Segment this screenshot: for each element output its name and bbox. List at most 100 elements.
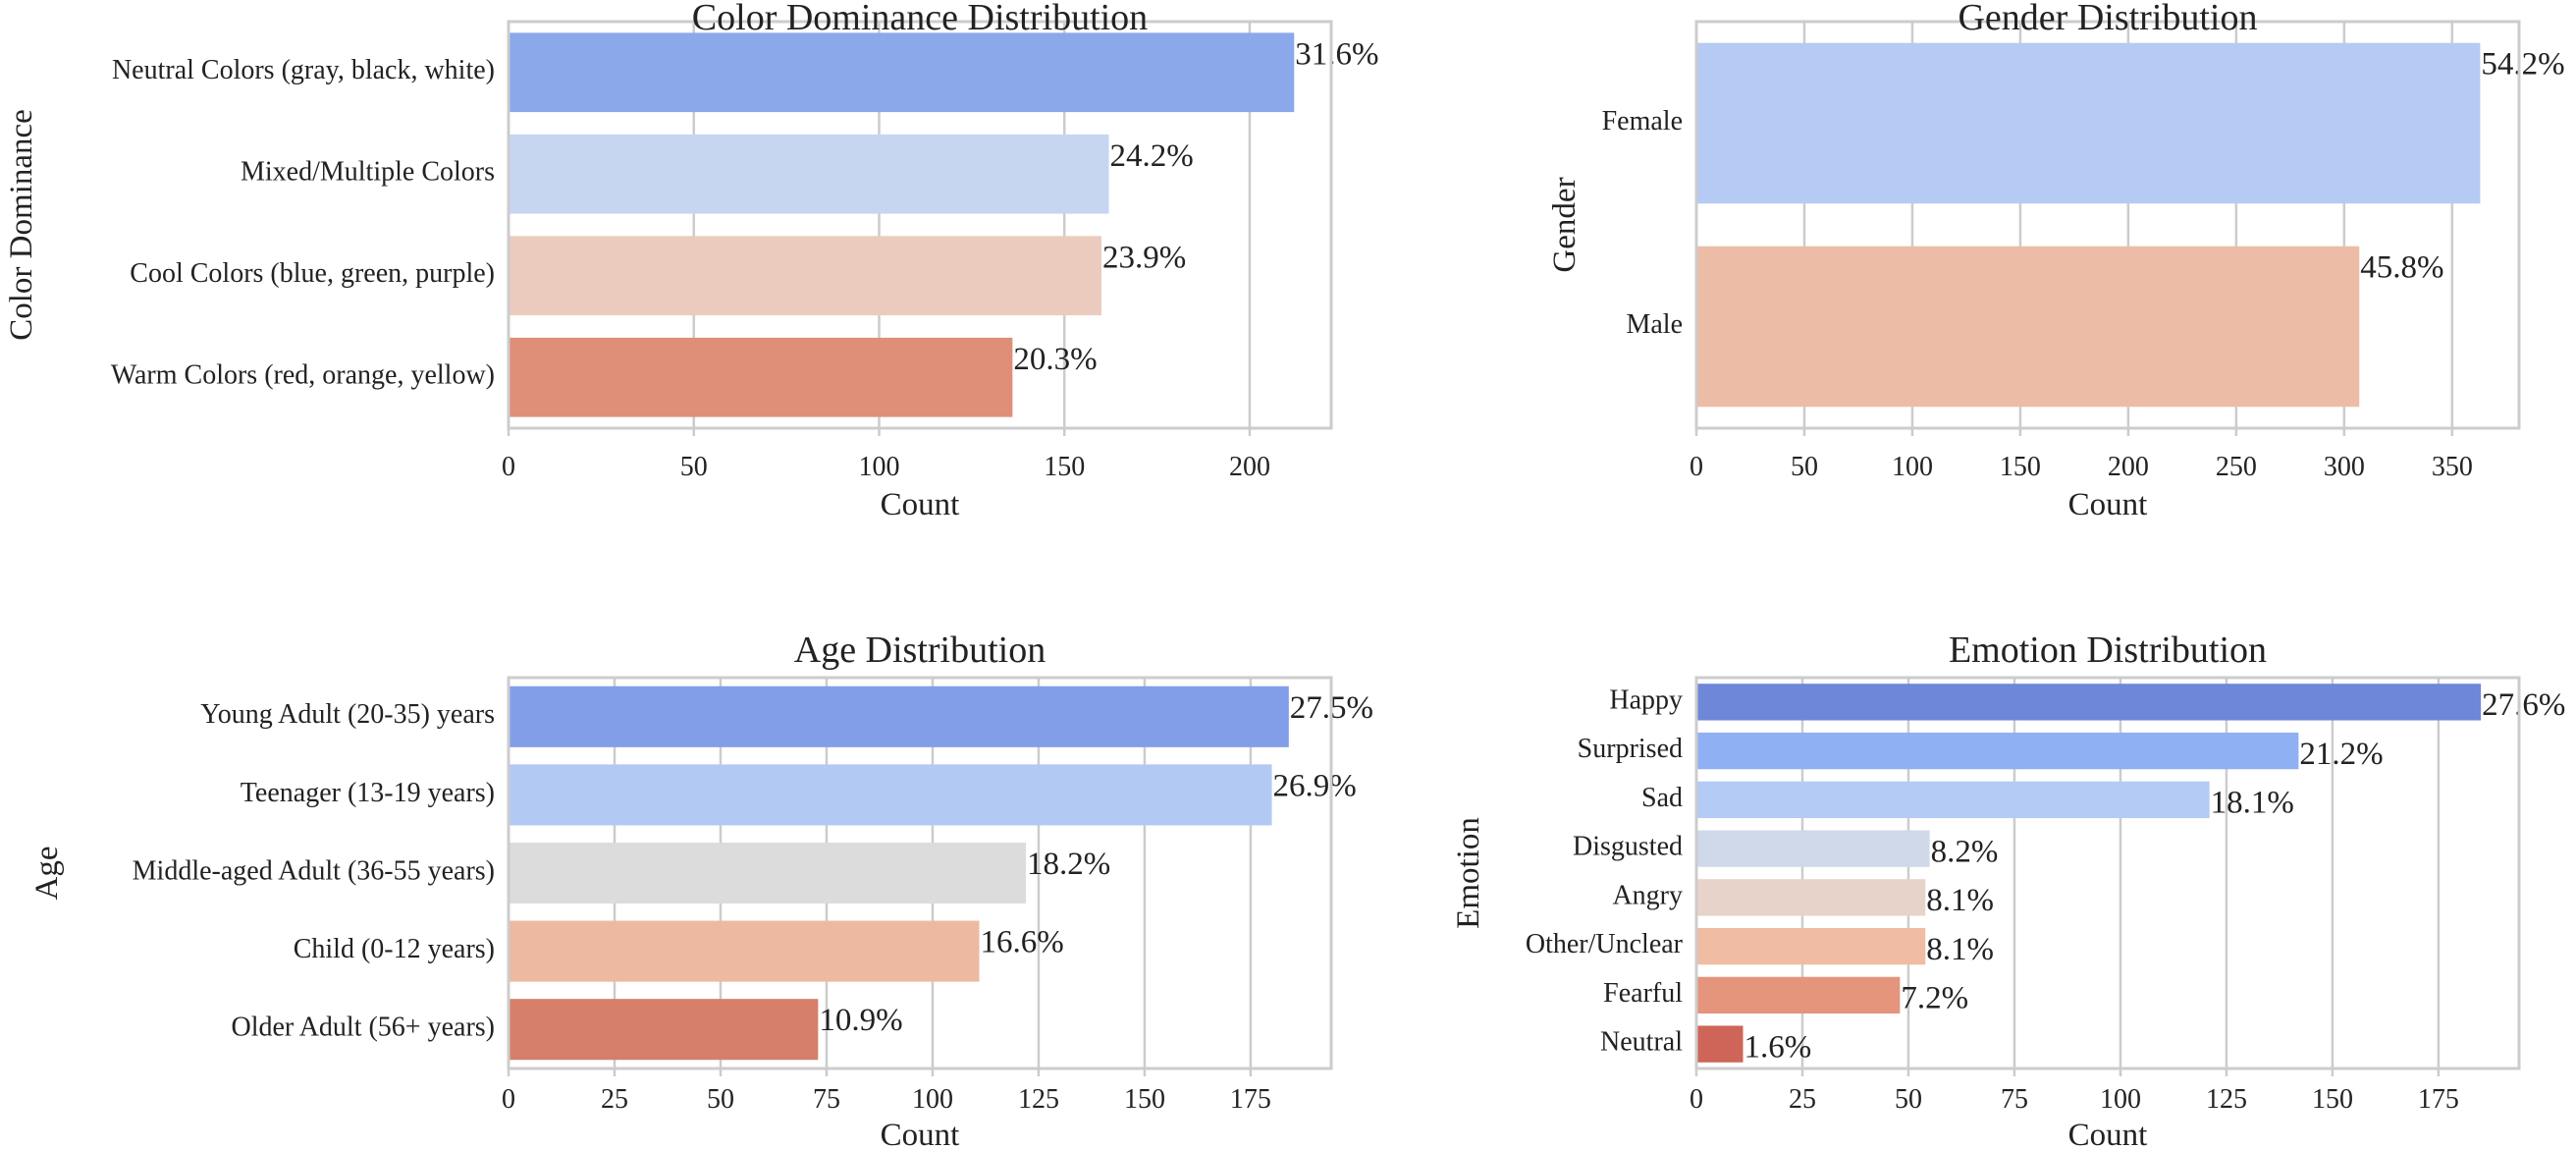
tick-label: 0 <box>502 1084 515 1115</box>
category-label: Sad <box>1641 783 1683 813</box>
x-axis-label: Count <box>881 1118 960 1150</box>
x-axis-label: Count <box>881 487 960 522</box>
data-label: 21.2% <box>2299 737 2383 772</box>
data-label: 7.2% <box>1901 981 1968 1016</box>
data-label: 8.1% <box>1926 883 1994 918</box>
tick-label: 100 <box>912 1084 953 1115</box>
tick-label: 150 <box>2000 452 2041 482</box>
chart-title: Color Dominance Distribution <box>692 0 1148 38</box>
tick-label: 350 <box>2432 452 2473 482</box>
tick-label: 200 <box>1229 452 1270 482</box>
tick-label: 50 <box>707 1084 734 1115</box>
category-label: Happy <box>1609 685 1683 715</box>
tick-label: 50 <box>680 452 708 482</box>
data-label: 23.9% <box>1102 240 1186 275</box>
tick-label: 175 <box>1230 1084 1271 1115</box>
data-label: 27.6% <box>2482 687 2565 723</box>
x-axis-label: Count <box>2068 1118 2148 1150</box>
tick-label: 200 <box>2108 452 2149 482</box>
data-label: 45.8% <box>2360 250 2443 286</box>
category-label: Young Adult (20-35) years <box>200 699 495 730</box>
category-label: Fearful <box>1603 978 1683 1009</box>
category-label: Neutral <box>1600 1027 1683 1058</box>
tick-label: 300 <box>2324 452 2365 482</box>
plot-frame <box>507 676 1333 1070</box>
tick-label: 0 <box>1690 1084 1703 1115</box>
category-label: Teenager (13-19 years) <box>241 778 495 808</box>
bar <box>509 337 1013 417</box>
y-axis-label: Age <box>29 847 65 901</box>
bar <box>509 685 1289 747</box>
data-label: 8.1% <box>1926 932 1994 967</box>
tick-label: 75 <box>2001 1084 2028 1115</box>
data-label: 16.6% <box>980 925 1063 960</box>
category-label: Male <box>1626 309 1683 340</box>
data-label: 18.2% <box>1027 847 1110 882</box>
bar <box>509 764 1272 826</box>
category-label: Disgusted <box>1573 832 1683 862</box>
bar <box>509 134 1109 214</box>
bar <box>509 999 819 1061</box>
chart-panel-1: Female 54.2% Male 45.8% 0 50 100 150 200 250 300 35… <box>1547 0 2565 522</box>
category-label: Cool Colors (blue, green, purple) <box>130 258 495 289</box>
tick-label: 250 <box>2216 452 2257 482</box>
plot-frame <box>1694 676 2521 1070</box>
data-label: 10.9% <box>819 1003 902 1038</box>
category-label: Middle-aged Adult (36-55 years) <box>133 855 495 886</box>
category-label: Other/Unclear <box>1526 929 1684 959</box>
plot-frame <box>1694 20 2521 430</box>
bar <box>1696 732 2299 770</box>
data-label: 18.1% <box>2211 786 2294 821</box>
category-label: Neutral Colors (gray, black, white) <box>112 55 495 85</box>
tick-label: 0 <box>502 452 515 482</box>
bar <box>509 32 1295 113</box>
tick-label: 125 <box>1018 1084 1059 1115</box>
data-label: 20.3% <box>1013 342 1097 377</box>
tick-label: 150 <box>1044 452 1085 482</box>
chart-panel-3: Happy 27.6% Surprised 21.2% Sad 18.1% Disguste… <box>1451 630 2565 1150</box>
category-label: Child (0-12 years) <box>294 934 495 964</box>
category-label: Angry <box>1612 880 1683 910</box>
bar <box>509 920 980 982</box>
data-label: 54.2% <box>2481 47 2564 82</box>
category-label: Mixed/Multiple Colors <box>241 157 495 188</box>
tick-label: 25 <box>1789 1084 1816 1115</box>
tick-label: 175 <box>2418 1084 2459 1115</box>
tick-label: 150 <box>2312 1084 2353 1115</box>
y-axis-label: Color Dominance <box>4 109 39 341</box>
plot-frame <box>507 20 1333 430</box>
data-label: 31.6% <box>1295 36 1378 72</box>
bar <box>1696 1025 1744 1063</box>
bar <box>1696 42 2481 204</box>
data-label: 24.2% <box>1110 138 1194 174</box>
tick-label: 150 <box>1124 1084 1165 1115</box>
bar <box>1696 781 2210 819</box>
bar <box>509 842 1026 904</box>
y-axis-label: Gender <box>1547 177 1583 272</box>
bar <box>509 236 1101 316</box>
tick-label: 100 <box>1892 452 1933 482</box>
data-label: 8.2% <box>1931 834 1999 869</box>
bar <box>1696 879 1926 916</box>
y-axis-label: Emotion <box>1451 817 1486 929</box>
tick-label: 125 <box>2206 1084 2247 1115</box>
category-label: Older Adult (56+ years) <box>231 1013 495 1043</box>
category-label: Warm Colors (red, orange, yellow) <box>111 360 495 391</box>
bar <box>1696 684 2482 721</box>
tick-label: 50 <box>1895 1084 1922 1115</box>
bar <box>1696 927 1926 965</box>
data-label: 26.9% <box>1273 768 1357 803</box>
bar <box>1696 976 1901 1014</box>
tick-label: 75 <box>813 1084 840 1115</box>
bar <box>1696 830 1930 867</box>
category-label: Female <box>1602 106 1683 137</box>
chart-title: Emotion Distribution <box>1949 630 2267 671</box>
chart-title: Age Distribution <box>794 630 1046 671</box>
x-axis-label: Count <box>2068 487 2148 522</box>
tick-label: 50 <box>1791 452 1818 482</box>
chart-panel-2: Young Adult (20-35) years 27.5%Teenager (… <box>29 630 1373 1150</box>
tick-label: 0 <box>1690 452 1703 482</box>
chart-title: Gender Distribution <box>1958 0 2257 38</box>
tick-label: 100 <box>858 452 899 482</box>
